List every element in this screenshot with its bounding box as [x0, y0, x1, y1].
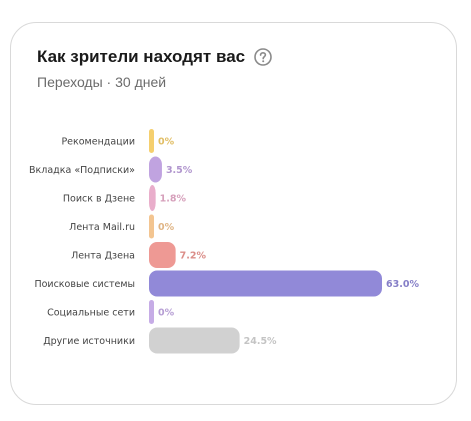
bar[interactable]	[149, 214, 154, 239]
bar[interactable]	[149, 300, 154, 324]
value-label: 3.5%	[166, 165, 193, 176]
category-label: Лента Mail.ru	[69, 222, 135, 233]
question-circle-icon[interactable]	[254, 48, 272, 66]
category-label: Поиск в Дзене	[63, 194, 135, 205]
card-subtitle: Переходы · 30 дней	[37, 74, 167, 90]
bar[interactable]	[149, 242, 176, 268]
category-label: Другие источники	[43, 336, 135, 347]
bar[interactable]	[149, 156, 162, 183]
bar[interactable]	[149, 129, 154, 153]
value-label: 1.8%	[160, 194, 187, 205]
value-label: 0%	[158, 308, 175, 319]
bar[interactable]	[149, 185, 156, 211]
category-label: Социальные сети	[47, 308, 135, 319]
traffic-sources-card: Как зрители находят вас Переходы · 30 дн…	[10, 22, 457, 405]
category-label: Рекомендации	[61, 137, 135, 148]
bar[interactable]	[149, 327, 240, 354]
value-label: 63.0%	[386, 279, 419, 290]
category-label: Вкладка «Подписки»	[29, 165, 135, 176]
traffic-sources-bar-chart: Рекомендации 0% Вкладка «Подписки» 3.5% Поис…	[29, 129, 419, 354]
category-label: Лента Дзена	[71, 251, 135, 262]
value-label: 24.5%	[244, 336, 277, 347]
card-title: Как зрители находят вас	[37, 47, 246, 66]
value-label: 0%	[158, 137, 175, 148]
bar[interactable]	[149, 270, 382, 297]
category-label: Поисковые системы	[34, 279, 135, 290]
card-header: Как зрители находят вас	[37, 47, 272, 67]
value-label: 0%	[158, 222, 175, 233]
value-label: 7.2%	[180, 251, 207, 262]
